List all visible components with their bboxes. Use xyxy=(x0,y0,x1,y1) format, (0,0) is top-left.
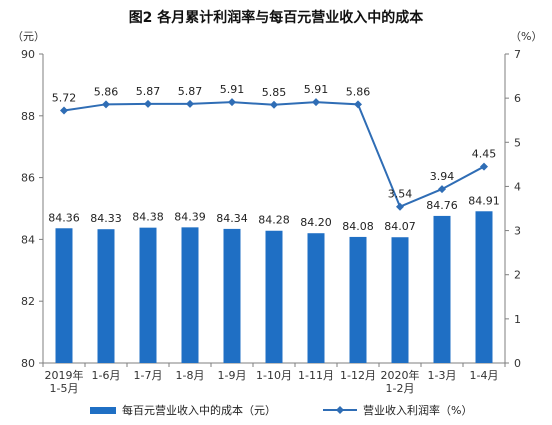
legend-bar-label: 每百元营业收入中的成本（元） xyxy=(122,404,276,417)
line-point-marker xyxy=(186,99,194,108)
line-value-label: 5.86 xyxy=(346,85,371,98)
legend-line-label: 营业收入利润率（%） xyxy=(363,404,473,417)
bar xyxy=(391,237,409,363)
x-axis-tick-label: 1-2月 xyxy=(386,382,415,395)
left-axis-tick-label: 84 xyxy=(21,233,35,246)
x-axis-tick-label: 2019年 xyxy=(45,368,84,382)
right-axis-unit: （%） xyxy=(510,30,543,43)
left-axis-tick-label: 88 xyxy=(21,110,35,123)
line-point-marker xyxy=(270,100,278,109)
line-point-marker xyxy=(354,100,362,109)
right-axis-tick-label: 6 xyxy=(514,92,521,105)
bar xyxy=(139,227,157,363)
bar xyxy=(97,229,115,363)
line-value-label: 5.72 xyxy=(52,92,77,105)
bar-value-label: 84.20 xyxy=(300,216,332,229)
bar-value-label: 84.76 xyxy=(426,199,458,212)
legend-line-swatch xyxy=(323,406,357,414)
bar-value-label: 84.34 xyxy=(216,212,248,225)
line-series-path xyxy=(63,101,485,209)
bar-value-label: 84.08 xyxy=(342,220,374,233)
bar xyxy=(475,211,493,363)
right-axis-tick-label: 1 xyxy=(514,313,521,326)
right-axis-tick-label: 5 xyxy=(514,136,521,149)
bar-value-label: 84.07 xyxy=(384,220,416,233)
line-value-label: 5.91 xyxy=(304,83,329,96)
line-point-marker xyxy=(312,98,320,107)
x-axis-tick-label: 1-10月 xyxy=(256,369,292,382)
x-axis-tick-label: 2020年 xyxy=(381,368,420,382)
right-axis-tick-label: 2 xyxy=(514,269,521,282)
x-axis-tick-label: 1-8月 xyxy=(176,369,205,382)
x-axis-tick-label: 1-9月 xyxy=(218,369,247,382)
bar xyxy=(181,227,199,363)
x-axis-tick-label: 1-12月 xyxy=(340,369,376,382)
bar-value-label: 84.33 xyxy=(90,212,122,225)
bar-value-label: 84.91 xyxy=(468,194,500,207)
x-axis-tick-label: 1-4月 xyxy=(470,369,499,382)
x-axis-tick-label: 1-5月 xyxy=(50,382,79,395)
left-axis-tick-label: 90 xyxy=(21,48,35,61)
bar xyxy=(433,215,451,363)
right-axis-tick-label: 4 xyxy=(514,180,521,193)
bar xyxy=(349,236,367,363)
line-value-label: 5.85 xyxy=(262,86,287,99)
x-axis-tick-label: 1-7月 xyxy=(134,369,163,382)
legend-bar-swatch xyxy=(90,406,116,414)
line-value-label: 5.87 xyxy=(178,85,203,98)
bar xyxy=(223,228,241,363)
line-value-label: 5.86 xyxy=(94,85,119,98)
left-axis-tick-label: 80 xyxy=(21,357,35,370)
bar xyxy=(307,233,325,363)
right-axis-tick-label: 3 xyxy=(514,225,521,238)
line-value-label: 3.94 xyxy=(430,170,455,183)
bar xyxy=(55,228,73,363)
bar-value-label: 84.28 xyxy=(258,214,290,227)
right-axis-tick-label: 7 xyxy=(514,48,521,61)
legend-item-bar: 每百元营业收入中的成本（元） xyxy=(90,402,276,418)
line-point-marker xyxy=(396,202,404,211)
left-axis-tick-label: 82 xyxy=(21,295,35,308)
left-axis-tick-label: 86 xyxy=(21,172,35,185)
left-axis-unit: （元） xyxy=(12,30,45,43)
line-value-label: 5.91 xyxy=(220,83,245,96)
x-axis-tick-label: 1-6月 xyxy=(92,369,121,382)
line-point-marker xyxy=(60,106,68,115)
bar-value-label: 84.38 xyxy=(132,211,164,224)
line-value-label: 4.45 xyxy=(472,148,497,161)
x-axis-tick-label: 1-3月 xyxy=(428,369,457,382)
legend-item-line: 营业收入利润率（%） xyxy=(323,402,472,418)
line-point-marker xyxy=(102,100,110,109)
bar xyxy=(265,230,283,363)
line-point-marker xyxy=(480,162,488,171)
line-value-label: 5.87 xyxy=(136,85,161,98)
legend: 每百元营业收入中的成本（元） 营业收入利润率（%） xyxy=(0,402,552,420)
x-axis-tick-label: 1-11月 xyxy=(298,369,334,382)
line-value-label: 3.54 xyxy=(388,188,413,201)
chart-title: 图2 各月累计利润率与每百元营业收入中的成本 xyxy=(128,10,424,26)
line-point-marker xyxy=(144,99,152,108)
right-axis-tick-label: 0 xyxy=(514,357,521,370)
line-point-marker xyxy=(228,98,236,107)
bar-value-label: 84.36 xyxy=(48,211,80,224)
line-point-marker xyxy=(438,185,446,194)
bar-value-label: 84.39 xyxy=(174,210,206,223)
